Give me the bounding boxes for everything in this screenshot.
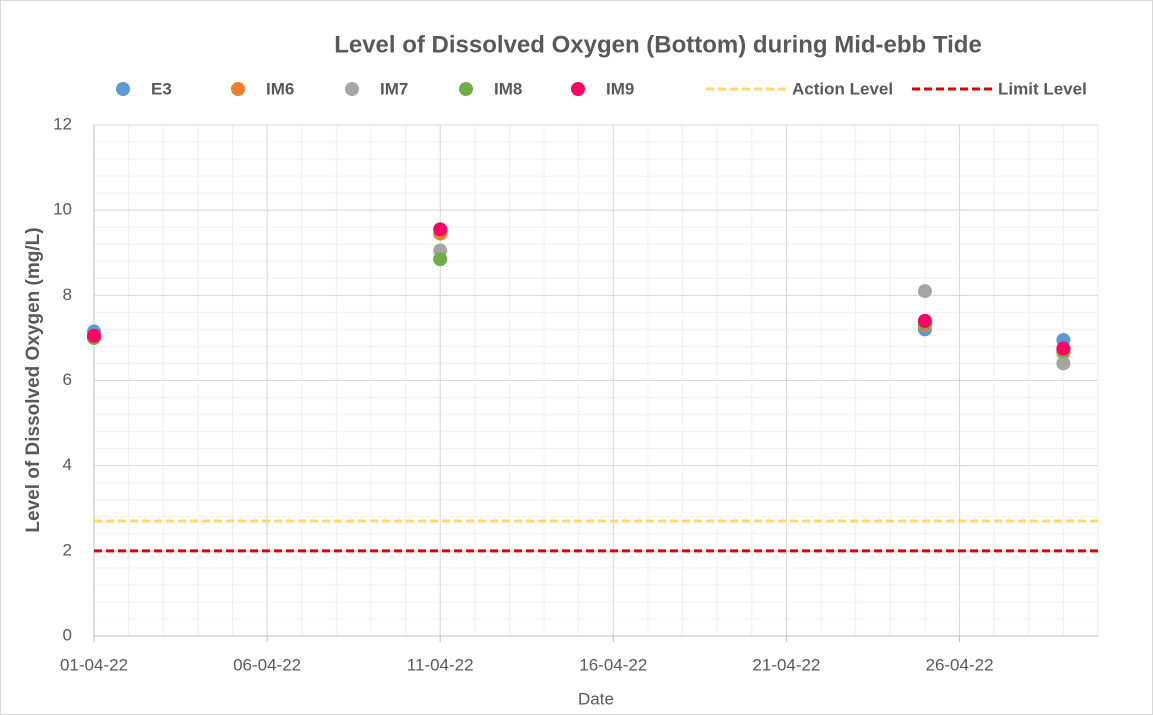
- y-tick-label: 0: [63, 625, 72, 644]
- point: [87, 328, 101, 343]
- legend-marker: [231, 82, 245, 96]
- legend-marker: [345, 82, 359, 96]
- x-tick-label: 21-04-22: [752, 655, 820, 674]
- y-tick-label: 8: [63, 285, 72, 304]
- y-tick-label: 12: [53, 114, 72, 133]
- point: [433, 222, 448, 237]
- legend-marker: [459, 82, 473, 96]
- point: [433, 252, 448, 267]
- x-tick-label: 11-04-22: [407, 655, 474, 674]
- legend-label: Action Level: [792, 79, 893, 98]
- y-tick-label: 2: [63, 540, 72, 559]
- legend-label: E3: [151, 79, 172, 98]
- legend-label: Limit Level: [998, 79, 1087, 98]
- point: [917, 284, 932, 299]
- legend-marker: [571, 82, 585, 96]
- x-tick-label: 26-04-22: [925, 655, 993, 674]
- y-tick-label: 10: [53, 200, 72, 219]
- point: [917, 313, 932, 328]
- legend-label: IM7: [380, 79, 408, 98]
- x-tick-label: 01-04-22: [60, 655, 128, 674]
- y-tick-label: 6: [63, 370, 72, 389]
- x-axis-title: Date: [578, 689, 614, 708]
- legend-marker: [116, 82, 130, 96]
- x-tick-label: 06-04-22: [233, 655, 301, 674]
- point: [1056, 356, 1071, 371]
- point: [1056, 341, 1071, 356]
- x-tick-label: 16-04-22: [579, 655, 647, 674]
- y-axis-title: Level of Dissolved Oxygen (mg/L): [23, 227, 44, 532]
- legend-label: IM6: [266, 79, 294, 98]
- legend-label: IM9: [606, 79, 634, 98]
- y-tick-label: 4: [63, 455, 72, 474]
- legend-label: IM8: [494, 79, 522, 98]
- chart-title: Level of Dissolved Oxygen (Bottom) durin…: [334, 31, 982, 58]
